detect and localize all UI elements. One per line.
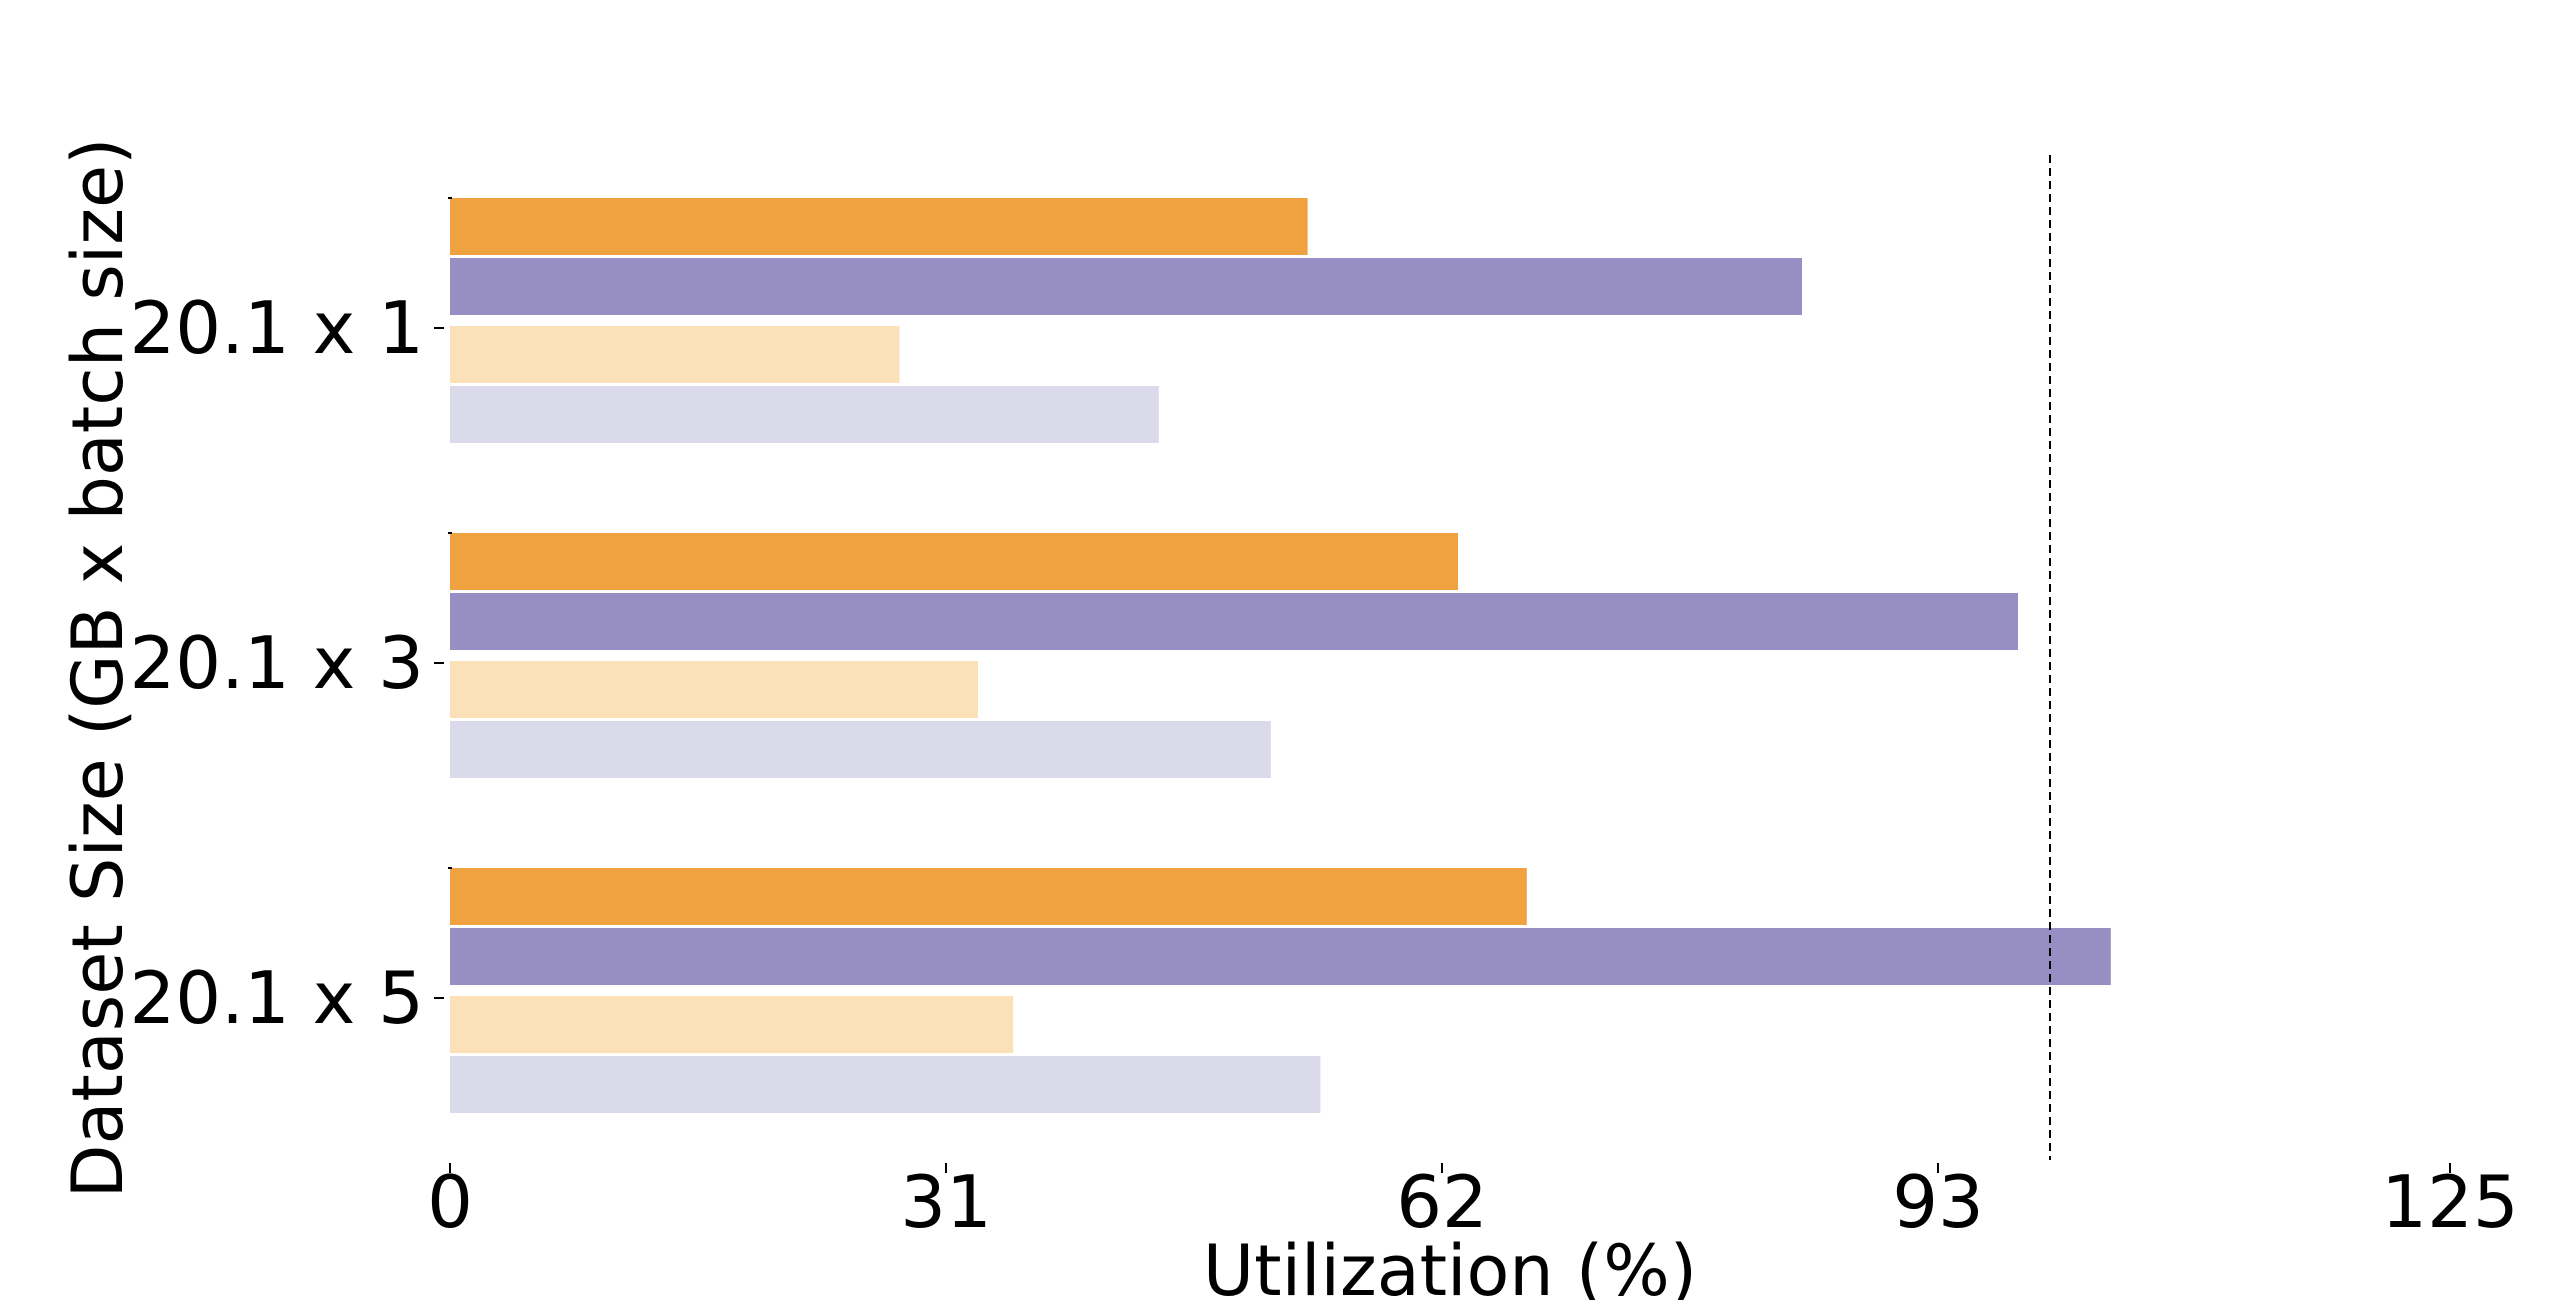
x-axis-label: Utilization (%) xyxy=(1203,1230,1697,1300)
bar-series2-1 xyxy=(450,258,1802,315)
bar-series3-1 xyxy=(450,326,900,383)
y-tick-label: 20.1 x 3 xyxy=(129,621,424,705)
bars-group xyxy=(450,198,2111,1113)
bar-series4-3 xyxy=(450,1056,1321,1113)
y-tick-label: 20.1 x 5 xyxy=(129,956,424,1040)
bar-series1-3 xyxy=(450,868,1527,925)
bar-series3-3 xyxy=(450,996,1014,1053)
bar-series4-1 xyxy=(450,386,1159,443)
y-tick-label: 20.1 x 1 xyxy=(129,286,424,370)
bar-series2-2 xyxy=(450,593,2018,650)
bar-series3-2 xyxy=(450,661,978,718)
bar-series1-1 xyxy=(450,198,1308,255)
x-tick-label: 31 xyxy=(900,1160,992,1244)
x-tick-label: 62 xyxy=(1396,1160,1488,1244)
x-tick-label: 0 xyxy=(427,1160,473,1244)
y-ticks-group: 20.1 x 1 20.1 x 3 20.1 x 5 xyxy=(129,197,452,1040)
bar-series1-2 xyxy=(450,533,1458,590)
x-tick-label: 125 xyxy=(2381,1160,2518,1244)
y-axis-label: Dataset Size (GB x batch size) xyxy=(57,138,139,1199)
x-ticks-group: 0 31 62 93 125 xyxy=(427,1160,2519,1244)
bar-series2-3 xyxy=(450,928,2111,985)
x-tick-label: 93 xyxy=(1892,1160,1984,1244)
bar-series4-2 xyxy=(450,721,1271,778)
